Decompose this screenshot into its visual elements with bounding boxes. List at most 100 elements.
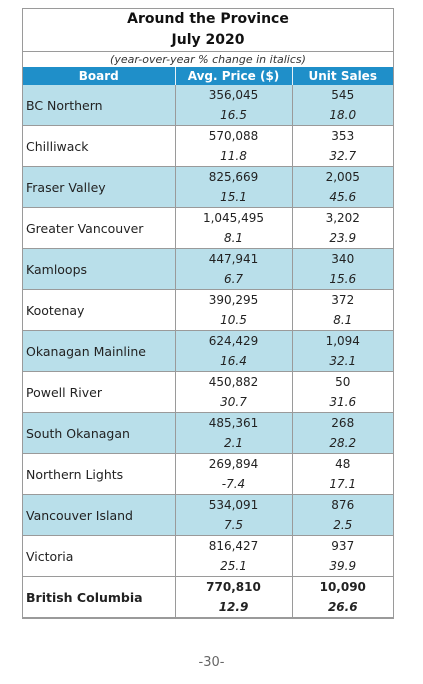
board-name: BC Northern (23, 85, 176, 126)
table-row-kamloops: Kamloops 447,941 340 (23, 248, 393, 290)
title-line-2: July 2020 (171, 32, 245, 48)
header-row: Board Avg. Price ($) Unit Sales (23, 67, 393, 85)
avg-price: 825,669 (175, 166, 293, 187)
unit-sales: 1,094 (292, 330, 393, 351)
unit-sales-change: 17.1 (292, 474, 393, 495)
table-row-victoria: Victoria 816,427 937 (23, 535, 393, 577)
unit-sales: 876 (292, 494, 393, 515)
avg-price-change: 16.4 (175, 351, 293, 372)
table-row-bc-northern: BC Northern 356,045 545 (23, 85, 393, 126)
avg-price-change: 11.8 (175, 146, 293, 167)
unit-sales-change: 18.0 (292, 105, 393, 126)
avg-price-change: 2.1 (175, 433, 293, 454)
table-title: Around the Province July 2020 (23, 9, 393, 51)
avg-price-change: -7.4 (175, 474, 293, 495)
table-row-fraser-valley: Fraser Valley 825,669 2,005 (23, 166, 393, 208)
avg-price: 534,091 (175, 494, 293, 515)
avg-price-change: 25.1 (175, 556, 293, 577)
avg-price: 390,295 (175, 289, 293, 310)
table-row-okanagan-mainline: Okanagan Mainline 624,429 1,094 (23, 330, 393, 372)
col-header-board: Board (23, 67, 176, 85)
unit-sales-change: 32.1 (292, 351, 393, 372)
board-name: South Okanagan (23, 412, 176, 454)
board-name: Vancouver Island (23, 494, 176, 536)
unit-sales: 10,090 (292, 576, 393, 597)
unit-sales: 340 (292, 248, 393, 269)
table-row-kootenay: Kootenay 390,295 372 (23, 289, 393, 331)
avg-price: 447,941 (175, 248, 293, 269)
avg-price-change: 12.9 (175, 597, 293, 618)
avg-price: 450,882 (175, 371, 293, 392)
board-name: Northern Lights (23, 453, 176, 495)
table-row-south-okanagan-change: 2.1 28.2 (23, 433, 393, 454)
unit-sales-change: 26.6 (292, 597, 393, 618)
board-name: Kamloops (23, 248, 176, 290)
board-name: Powell River (23, 371, 176, 413)
table-row-powell-river-change: 30.7 31.6 (23, 392, 393, 413)
table-subtitle: (year-over-year % change in italics) (23, 51, 393, 67)
unit-sales: 3,202 (325, 210, 360, 225)
unit-sales-change: 31.6 (292, 392, 393, 413)
unit-sales: 937 (331, 538, 355, 553)
table-row-northern-lights: Northern Lights 269,894 48 (23, 453, 393, 495)
avg-price-change: 8.1 (175, 228, 293, 249)
table-row-kamloops-change: 6.7 15.6 (23, 269, 393, 290)
table-row-vancouver-island-change: 7.5 2.5 (23, 515, 393, 536)
avg-price-change: 10.5 (175, 310, 293, 331)
table-row-okanagan-mainline-change: 16.4 32.1 (23, 351, 393, 372)
table-row-chilliwack-change: 11.8 32.7 (23, 146, 393, 167)
table-row-kootenay-change: 10.5 8.1 (23, 310, 393, 331)
avg-price: 570,088 (175, 125, 293, 146)
unit-sales-change: 39.9 (292, 556, 393, 577)
province-table: Board Avg. Price ($) Unit Sales BC North… (23, 67, 393, 618)
avg-price-change: 7.5 (175, 515, 293, 536)
unit-sales: 50 (335, 374, 351, 389)
avg-price-change: 6.7 (175, 269, 293, 290)
unit-sales: 268 (292, 412, 393, 433)
avg-price-change: 30.7 (175, 392, 293, 413)
avg-price-change: 15.1 (175, 187, 293, 208)
table-row-powell-river: Powell River 450,882 50 (23, 371, 393, 413)
board-name: Fraser Valley (23, 166, 176, 208)
province-table-panel: Around the Province July 2020 (year-over… (22, 8, 394, 619)
avg-price-change: 16.5 (175, 105, 293, 126)
unit-sales-change: 23.9 (292, 228, 393, 249)
unit-sales: 2,005 (292, 166, 393, 187)
table-row-bc-northern-change: 16.5 18.0 (23, 105, 393, 126)
avg-price: 1,045,495 (175, 207, 293, 228)
table-row-greater-vancouver: Greater Vancouver 1,045,495 3,202 (23, 207, 393, 249)
unit-sales: 48 (335, 456, 351, 471)
unit-sales: 372 (331, 292, 355, 307)
avg-price: 770,810 (175, 576, 293, 597)
board-name: Okanagan Mainline (23, 330, 176, 372)
unit-sales: 545 (292, 85, 393, 105)
col-header-avg-price: Avg. Price ($) (175, 67, 293, 85)
unit-sales-change: 15.6 (292, 269, 393, 290)
board-name: Chilliwack (23, 125, 176, 167)
table-row-northern-lights-change: -7.4 17.1 (23, 474, 393, 495)
table-row-british-columbia: British Columbia 770,810 10,090 (23, 576, 393, 618)
avg-price: 269,894 (175, 453, 293, 474)
table-row-british-columbia-change: 12.9 26.6 (23, 597, 393, 618)
table-row-vancouver-island: Vancouver Island 534,091 876 (23, 494, 393, 536)
board-name: British Columbia (23, 576, 176, 618)
page-number: -30- (198, 655, 225, 670)
table-row-south-okanagan: South Okanagan 485,361 268 (23, 412, 393, 454)
table-row-greater-vancouver-change: 8.1 23.9 (23, 228, 393, 249)
table-row-fraser-valley-change: 15.1 45.6 (23, 187, 393, 208)
avg-price: 356,045 (175, 85, 293, 105)
unit-sales-change: 32.7 (292, 146, 393, 167)
unit-sales-change: 8.1 (292, 310, 393, 331)
table-row-chilliwack: Chilliwack 570,088 353 (23, 125, 393, 167)
board-name: Kootenay (23, 289, 176, 331)
title-line-1: Around the Province (127, 11, 289, 27)
unit-sales-change: 45.6 (292, 187, 393, 208)
board-name: Victoria (23, 535, 176, 577)
col-header-unit-sales: Unit Sales (292, 67, 393, 85)
avg-price: 624,429 (175, 330, 293, 351)
avg-price: 485,361 (175, 412, 293, 433)
unit-sales: 353 (331, 128, 355, 143)
unit-sales-change: 2.5 (292, 515, 393, 536)
table-row-victoria-change: 25.1 39.9 (23, 556, 393, 577)
avg-price: 816,427 (175, 535, 293, 556)
